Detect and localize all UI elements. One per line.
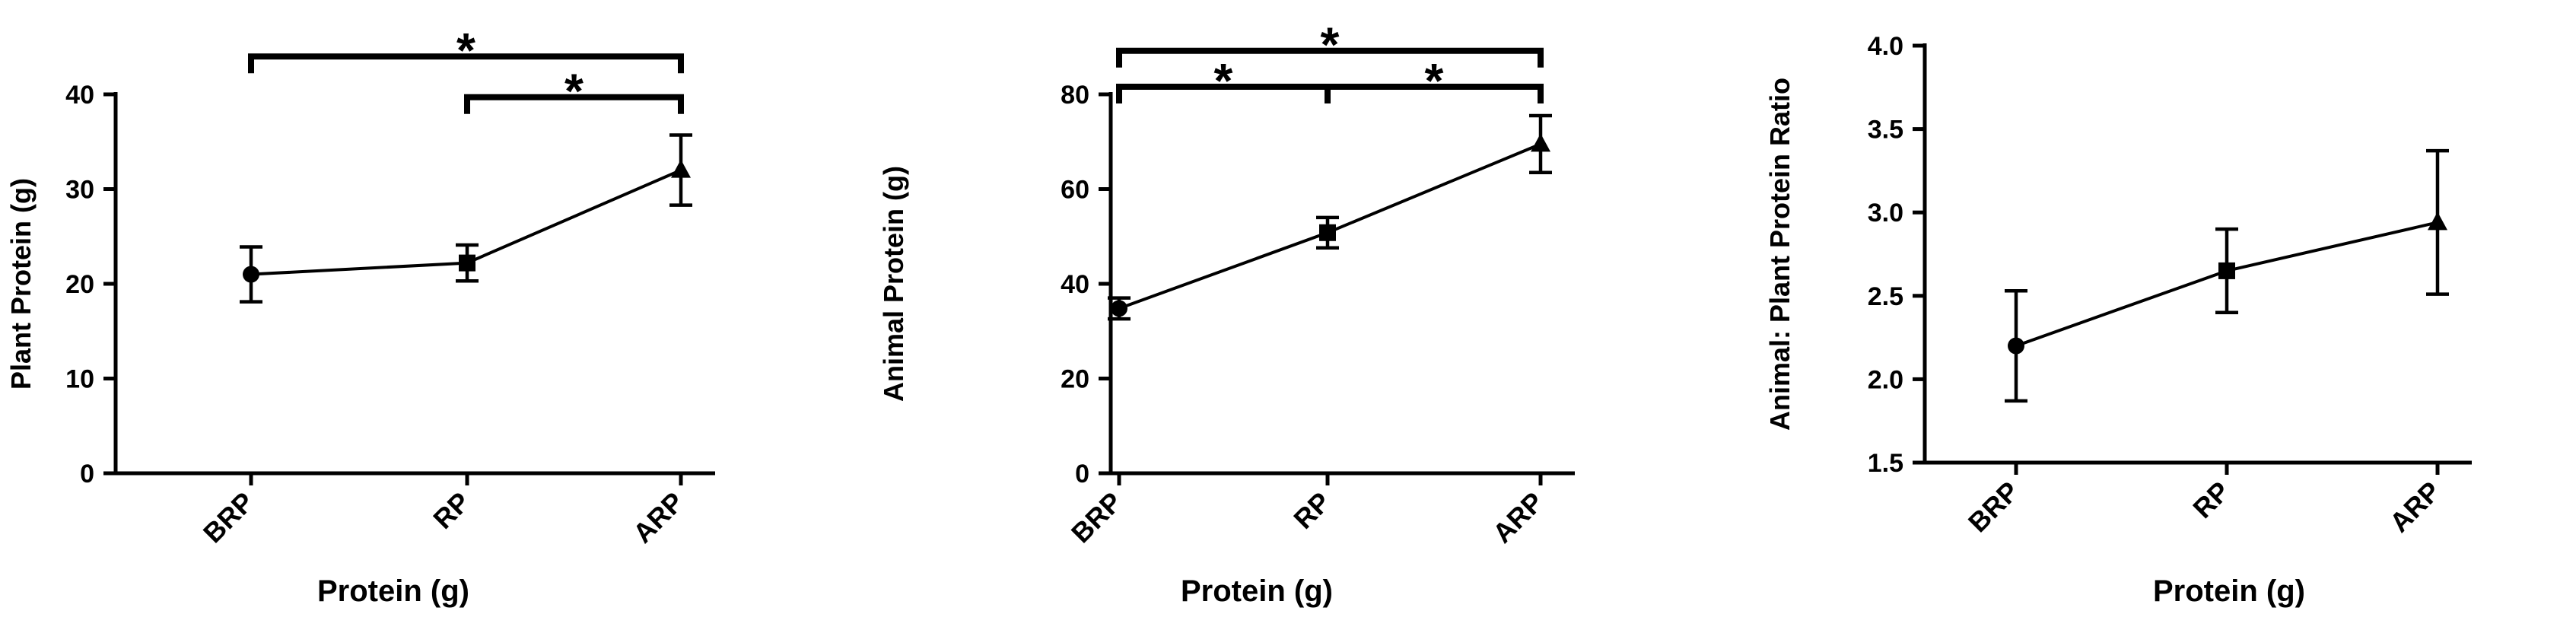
chart-2-y-tick-label: 4.0 — [1868, 32, 1903, 61]
chart-1-x-axis-title: Protein (g) — [1181, 574, 1333, 608]
chart-1-significance-star: * — [1425, 53, 1444, 108]
chart-1-data-point-square — [1319, 224, 1336, 241]
chart-2-y-tick-label: 2.0 — [1868, 365, 1903, 394]
chart-0-data-point-triangle — [671, 159, 691, 178]
chart-0-significance-bracket-line — [248, 53, 684, 74]
chart-2-category-label: BRP — [1962, 476, 2025, 539]
chart-2-data-point-circle — [2008, 337, 2024, 355]
chart-1-category-label: RP — [1287, 486, 1336, 535]
chart-1-significance-star: * — [1214, 53, 1233, 108]
chart-2-y-tick-label: 2.5 — [1868, 282, 1903, 311]
chart-1-y-tick-label: 0 — [1075, 460, 1089, 488]
chart-0-y-tick-label: 10 — [65, 365, 94, 394]
chart-0-y-tick-label: 20 — [65, 270, 94, 299]
chart-1-category-label: BRP — [1065, 486, 1128, 549]
chart-1-y-tick-label: 40 — [1061, 270, 1089, 299]
animal-plant-ratio-chart: 1.5 2.0 2.5 3.0 3.5 4.0 BRP RP ARP Animal: Plant … — [1764, 32, 2472, 608]
chart-2-y-axis-title: Animal: Plant Protein Ratio — [1764, 78, 1795, 431]
chart-2-y-tick-label: 3.5 — [1868, 116, 1903, 145]
chart-1-significance-bracket: * — [1116, 18, 1544, 72]
chart-0-x-axis-title: Protein (g) — [317, 574, 469, 608]
chart-0-significance-star: * — [564, 64, 584, 119]
chart-0-category-label: RP — [427, 486, 475, 535]
animal-protein-chart: 0 20 40 60 80 BRP RP ARP Animal Protein (g) Prote… — [878, 18, 1575, 608]
chart-0-y-tick-label: 40 — [65, 81, 94, 110]
chart-0-significance-bracket: * — [248, 23, 684, 78]
chart-1-y-tick-label: 80 — [1061, 81, 1089, 110]
chart-0-data-point-square — [459, 254, 475, 272]
chart-2-y-tick-label: 1.5 — [1868, 449, 1903, 478]
chart-1-data-point-circle — [1111, 300, 1127, 317]
chart-1-significance-star: * — [1321, 18, 1340, 72]
chart-1-significance-bracket: * — [1116, 53, 1331, 108]
chart-1-data-point-triangle — [1531, 133, 1550, 152]
chart-0-y-tick-label: 0 — [80, 460, 94, 488]
chart-2-category-label: RP — [2186, 476, 2235, 524]
chart-1-y-tick-label: 60 — [1061, 176, 1089, 205]
chart-1-significance-bracket-line — [1325, 84, 1544, 104]
chart-0-significance-bracket: * — [464, 64, 684, 119]
chart-0-y-axis-title: Plant Protein (g) — [5, 178, 37, 390]
chart-0-significance-star: * — [456, 23, 475, 78]
plant-protein-chart: 0 10 20 30 40 BRP RP ARP Plant Protein (g) Protei… — [5, 23, 715, 608]
chart-1-significance-bracket-line — [1116, 47, 1544, 68]
chart-1-y-tick-label: 20 — [1061, 365, 1089, 394]
chart-1-category-label: ARP — [1487, 486, 1550, 549]
chart-0-data-point-circle — [243, 266, 259, 283]
chart-2-y-tick-label: 3.0 — [1868, 199, 1903, 228]
chart-2-data-point-triangle — [2428, 212, 2447, 231]
chart-0-category-label: ARP — [627, 486, 690, 549]
chart-1-y-axis-title: Animal Protein (g) — [878, 166, 909, 402]
chart-2-x-axis-title: Protein (g) — [2153, 574, 2305, 608]
chart-1-significance-bracket: * — [1325, 53, 1544, 108]
chart-0-significance-bracket-line — [464, 94, 684, 114]
chart-0-category-label: BRP — [197, 486, 260, 549]
chart-2-data-point-square — [2218, 262, 2235, 279]
chart-0-y-tick-label: 30 — [65, 176, 94, 205]
chart-2-category-label: ARP — [2384, 476, 2447, 539]
